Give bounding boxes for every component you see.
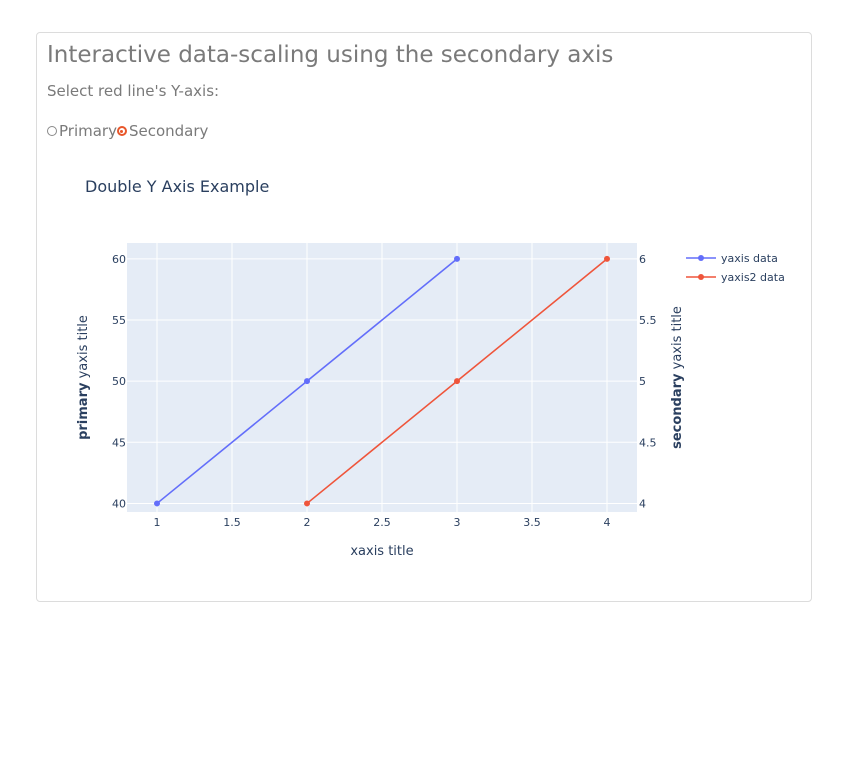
y2-tick-label: 5 [639,375,646,388]
y-tick-label: 55 [112,314,126,327]
y-tick-label: 45 [112,436,126,449]
y2-tick-label: 4.5 [639,436,657,449]
series-0-point [154,500,160,507]
axis-radio-group: Primary Secondary [47,122,208,140]
x-axis-label: xaxis title [350,544,413,559]
radio-secondary-label: Secondary [128,122,209,140]
y-tick-label: 40 [112,497,126,510]
x-tick-label: 3 [454,516,461,529]
y2-axis-label: secondary yaxis title [670,306,685,449]
y-axis-label: primary yaxis title [76,315,91,440]
x-tick-label: 2.5 [373,516,391,529]
series-1-point [454,378,460,385]
y2-tick-label: 4 [639,497,646,510]
series-0-point [304,378,310,385]
y-axis-label-bold: primary [76,382,91,440]
radio-secondary-circle-icon[interactable] [116,126,127,136]
y2-axis-label-bold: secondary [670,373,685,449]
chart-title: Double Y Axis Example [85,177,269,196]
legend-marker-0 [698,255,704,261]
legend-marker-1 [698,274,704,280]
radio-secondary[interactable]: Secondary [116,122,209,140]
legend-label-0[interactable]: yaxis data [721,252,778,265]
y2-axis-label-rest: yaxis title [670,306,685,373]
series-1-point [304,500,310,507]
y-axis-label-rest: yaxis title [76,315,91,382]
x-tick-label: 2 [304,516,311,529]
series-0-point [454,255,460,262]
y2-tick-label: 5.5 [639,314,657,327]
x-tick-label: 4 [604,516,611,529]
radio-primary-circle-icon[interactable] [47,126,57,136]
axis-select-prompt: Select red line's Y-axis: [47,82,220,100]
y-tick-label: 60 [112,253,126,266]
y-tick-label: 50 [112,375,126,388]
x-tick-label: 3.5 [523,516,541,529]
y2-tick-label: 6 [639,253,646,266]
x-tick-label: 1.5 [223,516,241,529]
radio-primary[interactable]: Primary [47,122,117,140]
page-title: Interactive data-scaling using the secon… [47,42,614,68]
legend-label-1[interactable]: yaxis2 data [721,271,785,284]
x-tick-label: 1 [154,516,161,529]
radio-primary-label: Primary [59,122,117,140]
series-1-point [604,255,610,262]
